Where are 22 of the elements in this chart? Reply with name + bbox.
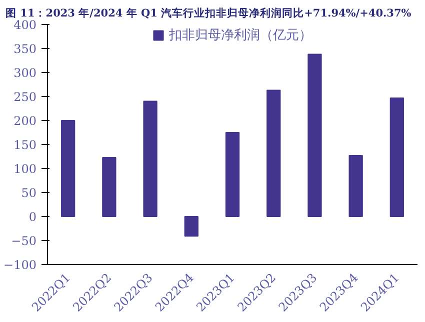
bar (348, 155, 363, 217)
bar (184, 216, 198, 237)
bar (102, 156, 116, 217)
bar (390, 97, 404, 217)
y-tick-label: 50 (21, 186, 37, 200)
bar (143, 100, 158, 217)
y-tick-label: 250 (14, 90, 36, 104)
y-tick-label: −100 (4, 258, 37, 272)
y-tick-label: 100 (14, 162, 36, 176)
bar (266, 90, 281, 217)
y-tick-label: 150 (14, 138, 36, 152)
bar (60, 120, 76, 217)
y-tick-label: 0 (28, 210, 37, 224)
y-tick-label: 200 (14, 114, 36, 128)
chart-title: 图 11：2023 年/2024 年 Q1 汽车行业扣非归母净利润同比+71.94%/+40.37% (6, 6, 412, 20)
bar (308, 54, 322, 217)
y-tick-label: 400 (14, 18, 36, 32)
legend-label: 扣非归母净利润（亿元） (169, 27, 312, 44)
y-tick-label: −50 (11, 234, 37, 248)
y-tick-label: 350 (14, 42, 36, 56)
bar (225, 132, 240, 217)
y-tick-label: 300 (14, 66, 36, 80)
